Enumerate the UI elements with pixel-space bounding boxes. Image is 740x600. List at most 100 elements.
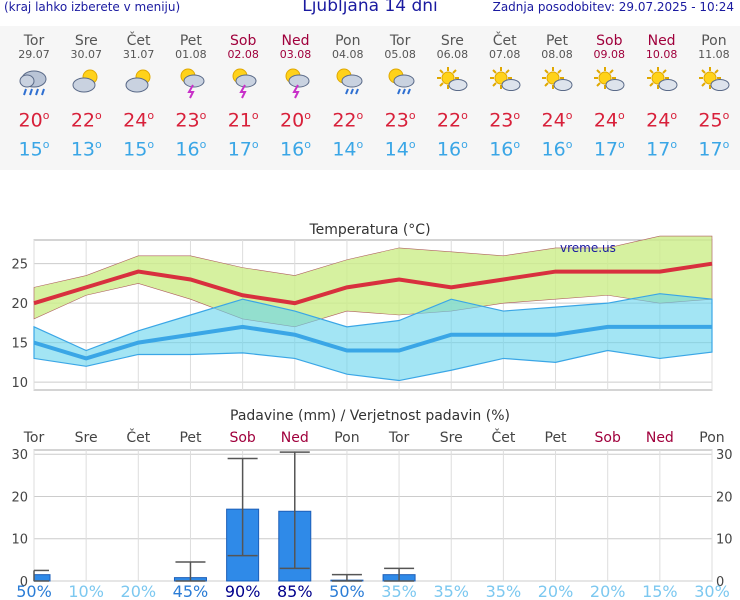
max-temp: 24o: [541, 109, 573, 132]
thunderstorm-icon: [165, 65, 217, 103]
day-date: 09.08: [593, 48, 626, 61]
forecast-day: Sre 30.07 22o 13o: [60, 26, 112, 162]
forecast-day: Pon 11.08 25o 17o: [688, 26, 740, 162]
day-name: Pet: [179, 33, 202, 49]
y-tick-label: 10: [11, 376, 28, 391]
day-date: 11.08: [698, 48, 730, 61]
day-name: Čet: [492, 33, 517, 49]
sun-cloud-icon: [426, 65, 478, 103]
max-temp: 24o: [123, 109, 155, 132]
day-name: Pon: [701, 33, 727, 49]
probability-label: 20%: [590, 582, 626, 600]
day-date: 30.07: [70, 48, 103, 61]
max-temp: 25o: [698, 109, 730, 132]
day-date: 29.07: [18, 48, 50, 61]
forecast-day: Pon 04.08 22o 14o: [322, 26, 374, 162]
day-name: Sob: [230, 33, 257, 49]
y-tick-label-right: 0: [716, 575, 724, 590]
day-label: Sre: [440, 430, 463, 446]
y-tick-label: 15: [11, 337, 28, 352]
sun-rain-icon: [322, 65, 374, 103]
temperature-chart: Temperatura (°C) 10 15 20 25 vreme.us: [11, 222, 713, 391]
day-date: 02.08: [227, 48, 259, 61]
probability-label: 45%: [173, 582, 209, 600]
day-name: Tor: [389, 33, 411, 49]
forecast-day: Sob 09.08 24o 17o: [583, 26, 635, 162]
forecast-day: Pet 01.08 23o 16o: [165, 26, 217, 162]
forecast-day: Čet 07.08 23o 16o: [479, 26, 531, 162]
probability-label: 85%: [277, 582, 313, 600]
precipitation-chart: Padavine (mm) / Verjetnost padavin (%) To…: [11, 408, 733, 600]
y-tick-label: 25: [11, 258, 28, 273]
probability-label: 50%: [16, 582, 52, 600]
day-label: Pet: [179, 430, 202, 446]
day-label: Sre: [75, 430, 98, 446]
probability-label: 15%: [642, 582, 678, 600]
min-temp: 16o: [436, 138, 468, 161]
watermark: vreme.us: [560, 241, 616, 255]
day-name: Sob: [596, 33, 623, 49]
day-label: Pon: [334, 430, 359, 446]
min-temp: 15o: [18, 138, 50, 161]
sun-cloud-icon: [583, 65, 635, 103]
day-name: Ned: [281, 33, 310, 49]
day-label: Ned: [281, 430, 309, 446]
thunderstorm-icon: [270, 65, 322, 103]
day-label: Sob: [595, 430, 621, 446]
forecast-day: Pet 08.08 24o 16o: [531, 26, 583, 162]
y-tick-label: 20: [11, 490, 28, 505]
day-name: Čet: [126, 33, 151, 49]
y-tick-label-right: 20: [716, 490, 733, 505]
sun-cloud-icon: [688, 65, 740, 103]
page-title: Ljubljana 14 dni: [302, 0, 438, 16]
sun-rain-icon: [374, 65, 426, 103]
min-temp-band: [33, 293, 713, 382]
day-name: Tor: [23, 33, 45, 49]
forecast-day: Sre 06.08 22o 16o: [426, 26, 478, 162]
probability-label: 30%: [694, 582, 730, 600]
day-date: 08.08: [541, 48, 573, 61]
min-temp: 17o: [227, 138, 259, 161]
day-name: Pon: [335, 33, 361, 49]
day-date: 10.08: [645, 48, 678, 61]
day-name: Sre: [74, 33, 98, 49]
day-date: 04.08: [332, 48, 364, 61]
y-tick-label-right: 10: [716, 533, 733, 548]
sun-cloud-icon: [531, 65, 583, 103]
partly-cloudy-icon: [60, 65, 112, 103]
probability-label: 35%: [381, 582, 417, 600]
probability-label: 10%: [68, 582, 104, 600]
probability-label: 90%: [225, 582, 261, 600]
min-temp: 15o: [123, 138, 155, 161]
max-temp: 22o: [332, 109, 364, 132]
y-tick-label: 10: [11, 533, 28, 548]
day-label: Ned: [646, 430, 674, 446]
last-update: Zadnja posodobitev: 29.07.2025 - 10:24: [492, 0, 734, 14]
chart-title: Temperatura (°C): [308, 222, 430, 238]
max-temp: 22o: [436, 109, 468, 132]
rain-cloud-icon: [8, 65, 60, 103]
day-label: Sob: [229, 430, 255, 446]
sun-cloud-icon: [479, 65, 531, 103]
day-date: 01.08: [175, 48, 207, 61]
day-date: 07.08: [488, 48, 521, 61]
day-name: Ned: [647, 33, 676, 49]
day-date: 05.08: [384, 48, 416, 61]
min-temp: 16o: [175, 138, 207, 161]
forecast-day: Ned 03.08 20o 16o: [270, 26, 322, 162]
forecast-day: Tor 29.07 20o 15o: [8, 26, 60, 162]
chart-title: Padavine (mm) / Verjetnost padavin (%): [230, 408, 510, 424]
max-temp: 23o: [175, 109, 207, 132]
day-date: 31.07: [122, 48, 155, 61]
probability-label: 20%: [121, 582, 157, 600]
y-tick-label: 0: [20, 575, 28, 590]
min-temp: 17o: [646, 138, 678, 161]
min-temp: 17o: [593, 138, 625, 161]
forecast-day: Sob 02.08 21o 17o: [217, 26, 269, 162]
forecast-strip: Tor 29.07 20o 15o Sre 30.07 22o 13o Čet 31.07 24o 1…: [0, 26, 740, 170]
min-temp: 14o: [332, 138, 364, 161]
max-temp: 20o: [18, 109, 50, 132]
day-label: Pon: [699, 430, 724, 446]
day-date: 06.08: [436, 48, 469, 61]
min-temp: 17o: [698, 138, 730, 161]
